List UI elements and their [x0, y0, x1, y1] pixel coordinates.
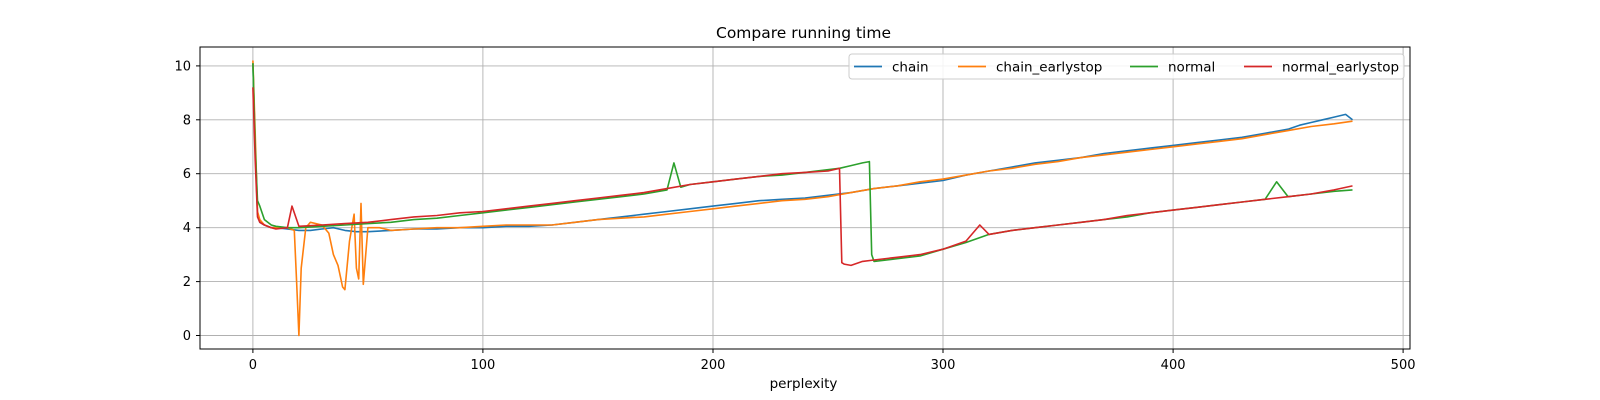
legend-label-normal-earlystop: normal_earlystop [1282, 59, 1399, 75]
plot-frame [199, 46, 1411, 350]
x-tick-label: 100 [470, 358, 495, 373]
series-line-chain [252, 63, 1353, 233]
grid [200, 47, 1410, 349]
legend-label-normal: normal [1168, 59, 1215, 75]
legend: chain chain_earlystop normal normal_earlyst… [848, 53, 1405, 80]
x-tick-label: 0 [249, 358, 257, 373]
series-line-chain-earlystop [252, 60, 1353, 337]
y-tick-label: 6 [183, 167, 191, 182]
y-tick-label: 0 [183, 329, 191, 344]
y-tick-label: 2 [183, 275, 191, 290]
y-tick-label: 10 [174, 59, 191, 74]
x-axis-label: perplexity [770, 376, 838, 392]
series-line-normal-earlystop [252, 87, 1353, 267]
x-tick-label: 500 [1391, 358, 1416, 373]
y-tick-label: 4 [183, 221, 191, 236]
x-tick-label: 200 [701, 358, 726, 373]
x-tick-label: 400 [1161, 358, 1186, 373]
legend-label-chain-earlystop: chain_earlystop [996, 59, 1102, 75]
axis-ticks: 0 100 200 300 400 500 0 2 4 6 8 10 [174, 59, 1415, 373]
legend-label-chain: chain [892, 59, 929, 75]
y-tick-label: 8 [183, 113, 191, 128]
chart-title: Compare running time [716, 24, 891, 42]
x-tick-label: 300 [931, 358, 956, 373]
legend-box [848, 53, 1405, 80]
series-layer [252, 60, 1353, 337]
